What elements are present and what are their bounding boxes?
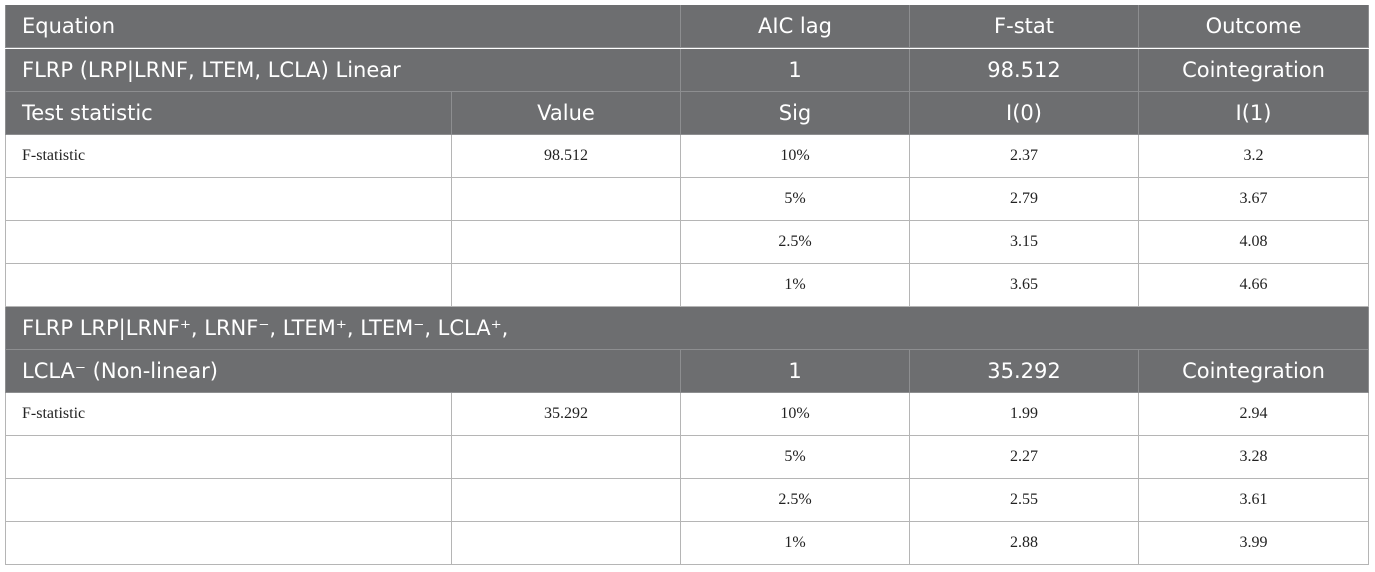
data-cell: 1%: [681, 522, 910, 565]
data-cell: 10%: [681, 135, 910, 178]
data-cell: 1.99: [910, 393, 1139, 436]
aic-lag: 1: [681, 49, 910, 92]
subheader-cell: Value: [452, 92, 681, 135]
data-cell: 3.15: [910, 221, 1139, 264]
data-cell: 5%: [681, 178, 910, 221]
test-statistic: F-statistic: [5, 393, 452, 436]
header-cell: F-stat: [910, 5, 1139, 48]
outcome: Cointegration: [1139, 49, 1369, 92]
header-cell: AIC lag: [681, 5, 910, 48]
data-cell: 3.67: [1139, 178, 1369, 221]
data-cell: 2.27: [910, 436, 1139, 479]
data-cell: 4.08: [1139, 221, 1369, 264]
f-stat: 98.512: [910, 49, 1139, 92]
test-statistic: [5, 264, 452, 307]
value: [452, 479, 681, 522]
outcome: Cointegration: [1139, 350, 1369, 393]
header-cell: Equation: [5, 5, 681, 48]
subheader-cell: Sig: [681, 92, 910, 135]
value: 35.292: [452, 393, 681, 436]
data-cell: 3.2: [1139, 135, 1369, 178]
f-stat: 35.292: [910, 350, 1139, 393]
test-statistic: [5, 522, 452, 565]
aic-lag: 1: [681, 350, 910, 393]
equation-line: LCLA⁻ (Non-linear): [5, 350, 681, 393]
data-cell: 4.66: [1139, 264, 1369, 307]
value: [452, 522, 681, 565]
data-cell: 2.94: [1139, 393, 1369, 436]
test-statistic: F-statistic: [5, 135, 452, 178]
equation-line: FLRP (LRP|LRNF, LTEM, LCLA) Linear: [5, 49, 681, 92]
data-cell: 10%: [681, 393, 910, 436]
equation-line: FLRP LRP|LRNF⁺, LRNF⁻, LTEM⁺, LTEM⁻, LCL…: [5, 307, 1369, 350]
data-cell: 2.88: [910, 522, 1139, 565]
data-cell: 2.55: [910, 479, 1139, 522]
data-cell: 3.61: [1139, 479, 1369, 522]
test-statistic: [5, 436, 452, 479]
data-cell: 3.65: [910, 264, 1139, 307]
subheader-cell: I(1): [1139, 92, 1369, 135]
test-statistic: [5, 178, 452, 221]
value: [452, 264, 681, 307]
value: [452, 221, 681, 264]
value: 98.512: [452, 135, 681, 178]
data-cell: 3.99: [1139, 522, 1369, 565]
data-cell: 2.5%: [681, 221, 910, 264]
test-statistic: [5, 479, 452, 522]
data-cell: 2.37: [910, 135, 1139, 178]
header-cell: Outcome: [1139, 5, 1369, 48]
data-cell: 2.79: [910, 178, 1139, 221]
value: [452, 178, 681, 221]
data-cell: 3.28: [1139, 436, 1369, 479]
data-cell: 1%: [681, 264, 910, 307]
subheader-cell: Test statistic: [5, 92, 452, 135]
data-cell: 5%: [681, 436, 910, 479]
data-cell: 2.5%: [681, 479, 910, 522]
subheader-cell: I(0): [910, 92, 1139, 135]
value: [452, 436, 681, 479]
test-statistic: [5, 221, 452, 264]
